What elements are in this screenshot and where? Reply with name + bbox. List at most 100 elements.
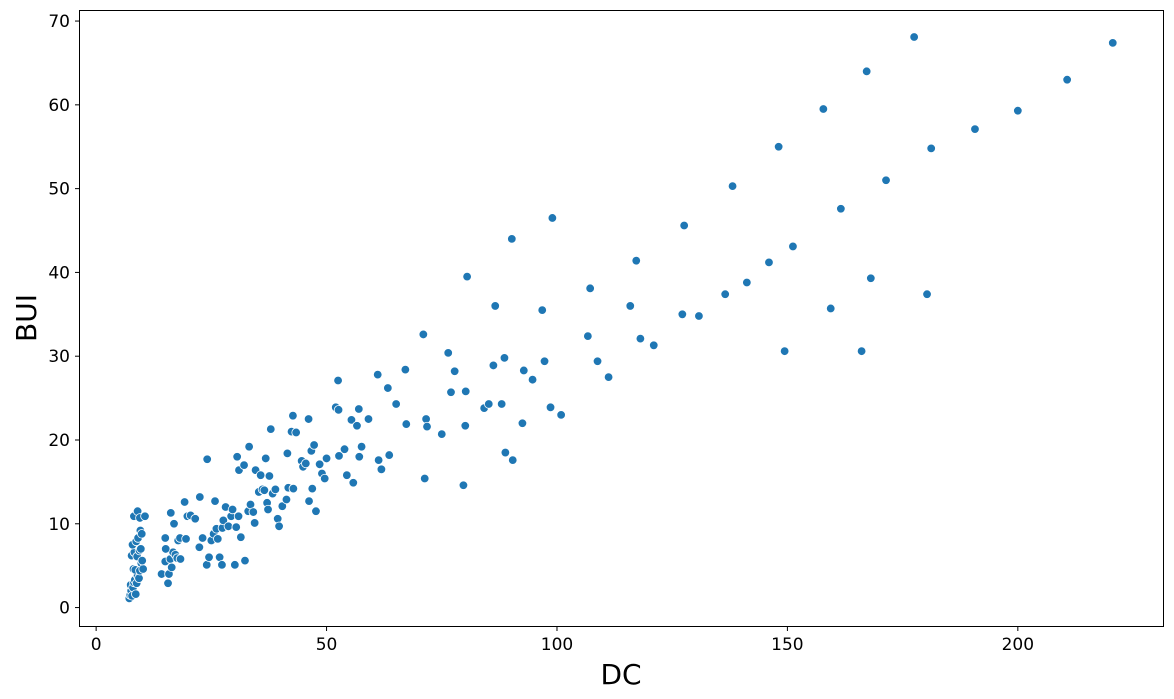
data-point xyxy=(210,496,220,506)
data-point xyxy=(190,514,200,524)
x-tick-label: 0 xyxy=(91,635,102,655)
y-tick-label: 0 xyxy=(59,599,70,619)
data-point xyxy=(321,453,332,464)
data-point xyxy=(161,544,171,554)
data-point xyxy=(677,309,688,320)
data-point xyxy=(383,383,393,393)
data-point xyxy=(500,447,511,458)
data-point xyxy=(527,374,538,385)
data-point xyxy=(461,386,471,397)
data-point xyxy=(348,478,358,488)
data-point xyxy=(881,175,891,185)
data-point xyxy=(631,255,641,266)
data-point xyxy=(694,311,704,321)
data-point xyxy=(301,458,311,469)
data-point xyxy=(218,515,229,526)
data-point xyxy=(352,421,362,431)
data-point xyxy=(508,455,518,465)
data-point xyxy=(223,521,234,531)
data-point xyxy=(866,273,876,283)
data-point xyxy=(166,508,176,518)
x-tick-label: 150 xyxy=(771,635,803,655)
data-point xyxy=(333,375,343,386)
data-point xyxy=(282,448,293,459)
data-point xyxy=(320,473,330,484)
data-point xyxy=(137,555,147,566)
data-point xyxy=(585,283,595,294)
x-axis-label: DC xyxy=(600,658,641,691)
data-point xyxy=(720,289,730,299)
data-point xyxy=(342,470,352,480)
data-point xyxy=(309,440,319,450)
data-point xyxy=(160,533,170,543)
data-point xyxy=(194,542,205,552)
y-tick-label: 10 xyxy=(48,515,70,535)
data-point xyxy=(635,333,646,344)
data-point xyxy=(339,444,350,454)
data-point xyxy=(926,143,936,154)
data-point xyxy=(288,483,299,494)
data-point xyxy=(507,234,517,244)
data-point xyxy=(826,303,836,314)
data-point xyxy=(788,241,798,252)
data-point xyxy=(519,365,529,376)
data-point xyxy=(202,454,212,464)
data-point xyxy=(517,418,528,428)
data-point xyxy=(197,533,208,543)
data-point xyxy=(499,353,510,363)
data-point xyxy=(259,485,270,495)
data-point xyxy=(179,497,190,507)
data-point xyxy=(592,356,603,366)
data-point xyxy=(334,451,344,461)
x-tick-label: 50 xyxy=(316,635,338,655)
data-point xyxy=(213,534,223,544)
data-point xyxy=(391,399,401,409)
data-point xyxy=(460,421,470,431)
data-point xyxy=(236,532,246,542)
data-point xyxy=(363,414,374,424)
data-point xyxy=(373,455,384,465)
data-point xyxy=(248,507,258,517)
data-point xyxy=(140,511,150,521)
data-point xyxy=(264,471,275,481)
plot-frame xyxy=(79,10,1164,627)
data-point xyxy=(311,506,321,516)
data-point xyxy=(131,589,141,599)
data-point xyxy=(449,366,460,376)
data-point xyxy=(1062,75,1072,85)
data-point xyxy=(273,514,283,524)
y-tick-label: 50 xyxy=(48,180,70,200)
data-point xyxy=(556,410,566,420)
data-point xyxy=(227,504,238,515)
data-point xyxy=(281,494,292,505)
data-point xyxy=(462,271,472,282)
data-point xyxy=(354,404,364,414)
data-point xyxy=(909,32,919,42)
data-point xyxy=(856,346,867,356)
data-point xyxy=(167,562,177,573)
data-point xyxy=(443,348,453,358)
data-point xyxy=(764,257,774,268)
x-tick-label: 200 xyxy=(1002,635,1034,655)
data-point xyxy=(288,410,298,421)
data-point xyxy=(249,518,260,528)
data-point xyxy=(291,427,301,438)
data-point xyxy=(1013,106,1023,116)
data-point xyxy=(136,544,146,554)
data-point xyxy=(420,473,430,484)
data-point xyxy=(488,360,499,371)
data-point xyxy=(270,484,281,495)
data-point xyxy=(376,464,387,475)
data-point xyxy=(437,429,447,439)
data-point xyxy=(373,369,383,380)
data-point xyxy=(274,521,284,531)
data-point xyxy=(354,452,364,462)
data-point xyxy=(458,480,469,490)
data-point xyxy=(266,424,276,434)
data-point xyxy=(304,496,314,506)
data-point xyxy=(625,301,635,311)
data-point xyxy=(401,419,411,429)
data-point xyxy=(356,441,367,452)
data-point xyxy=(137,529,147,539)
